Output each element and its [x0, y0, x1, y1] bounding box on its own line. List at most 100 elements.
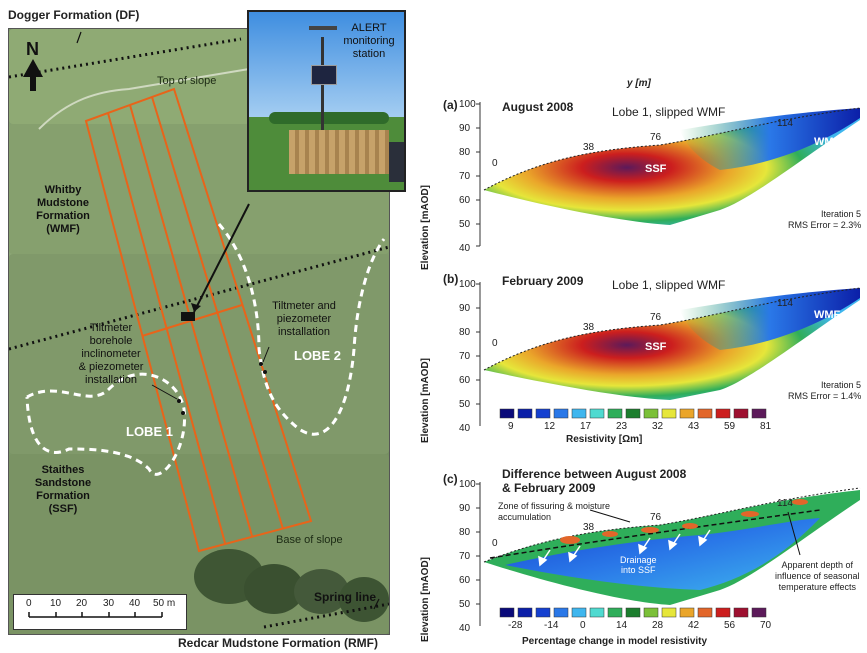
ert-survey-grid: [84, 87, 313, 553]
panel-b-rms: RMS Error = 1.4%: [788, 391, 862, 401]
elevation-tick-label: 60: [459, 575, 471, 586]
colorbar-cell: [643, 408, 659, 419]
colorbar-cell: [733, 607, 749, 618]
change-colorbar: [499, 607, 767, 618]
north-label: N: [26, 39, 39, 59]
colorbar-tick-label: 32: [652, 421, 664, 432]
panel-c-id: (c): [443, 472, 458, 486]
wmf-zone-b: [680, 288, 860, 350]
resistivity-label: Resistivity [Ωm]: [566, 434, 643, 445]
elevation-tick-label: 80: [459, 147, 471, 158]
colorbar-cell: [697, 607, 713, 618]
tree-canopy: [339, 577, 389, 622]
scale-bar: [28, 612, 163, 618]
panel-a-title: August 2008: [502, 100, 574, 114]
elevation-tick-label: 70: [459, 171, 471, 182]
ground-surface-a: [483, 107, 861, 191]
tilt-piezo-label: Tiltmeter and piezometer installation: [272, 300, 336, 338]
colorbar-cell: [535, 408, 551, 419]
colorbar-tick-label: 56: [724, 620, 736, 631]
panel-b-iteration: Iteration 5: [821, 380, 862, 390]
panel-a-wmf: WMF: [814, 136, 841, 148]
colorbar-tick-label: 28: [652, 620, 664, 631]
dogger-formation-label: Dogger Formation (DF): [8, 8, 140, 22]
elevation-tick-label: 80: [459, 527, 471, 538]
surface-distance-label: 0: [492, 538, 498, 549]
station-marker: [181, 312, 195, 321]
panel-c-zone-label: Zone of fissuring & moisture accumulatio…: [498, 501, 611, 522]
elevation-tick-label: 50: [459, 399, 471, 410]
colorbar-cell: [661, 408, 677, 419]
lobe1-label: LOBE 1: [126, 424, 173, 439]
depth-callout-line: [787, 511, 801, 556]
colorbar-tick-label: 81: [760, 421, 772, 432]
colorbar-cell: [625, 408, 641, 419]
instrument-dot: [259, 362, 263, 366]
ssf-label: Staithes Sandstone Formation (SSF): [34, 464, 92, 515]
scale-tick: 30: [103, 598, 115, 609]
seasonal-depth-line: [489, 509, 821, 559]
surface-distance-label: 76: [650, 312, 662, 323]
spring-line-boundary: [263, 602, 389, 629]
panel-c-title: Difference between August 2008 & Februar…: [502, 467, 687, 495]
panel-b-wmf: WMF: [814, 309, 841, 321]
elevation-label-b: Elevation [mAOD]: [420, 357, 431, 443]
colorbar-cell: [553, 408, 569, 419]
panel-b-id: (b): [443, 272, 459, 286]
lobe2-label: LOBE 2: [294, 348, 341, 363]
colorbar-tick-label: 14: [616, 620, 628, 631]
colorbar-cell: [499, 607, 515, 618]
anemometer: [309, 26, 337, 30]
instrument-dot: [177, 399, 181, 403]
colorbar-cell: [571, 408, 587, 419]
redcar-formation-label: Redcar Mudstone Formation (RMF): [178, 636, 378, 650]
colorbar-cell: [553, 607, 569, 618]
top-of-slope-line: [38, 68, 250, 130]
solar-panel: [311, 65, 337, 85]
colorbar-cell: [751, 408, 767, 419]
rmf-arrow: [373, 598, 380, 610]
ground-surface-c: [483, 487, 861, 563]
elevation-label-a: Elevation [mAOD]: [420, 184, 431, 270]
panel-a-iteration: Iteration 5: [821, 209, 862, 219]
station-photo: ALERT monitoring station: [247, 10, 406, 192]
elevation-tick-label: 100: [459, 279, 476, 290]
df-arrow: [76, 31, 82, 44]
panel-b-title: February 2009: [502, 274, 584, 288]
ert-grid-outline: [84, 87, 313, 553]
instrument-dot: [181, 411, 185, 415]
y-axis-title: y [m]: [627, 78, 651, 89]
colorbar-tick-label: 59: [724, 421, 736, 432]
panel-c-drainage: Drainage into SSF: [620, 555, 657, 575]
elevation-tick-label: 40: [459, 243, 471, 254]
tilt-borehole-label: Tiltmeter borehole inclinometer & piezom…: [78, 322, 144, 386]
pointer-head: [191, 303, 201, 312]
elevation-tick-label: 50: [459, 219, 471, 230]
change-label: Percentage change in model resistivity: [522, 636, 708, 647]
colorbar-tick-label: -28: [508, 620, 523, 631]
wmf-zone-a: [680, 108, 860, 170]
colorbar-cell: [517, 408, 533, 419]
map-overlay: [9, 31, 389, 629]
panel-c: [476, 482, 861, 626]
base-of-slope-label: Base of slope: [276, 534, 343, 546]
elevation-tick-label: 50: [459, 599, 471, 610]
surface-distance-label: 38: [583, 322, 595, 333]
colorbar-cell: [589, 607, 605, 618]
elevation-label-c: Elevation [mAOD]: [420, 556, 431, 642]
alert-station-label: ALERT monitoring station: [343, 22, 395, 60]
scale-tick: 10: [50, 598, 62, 609]
photo-fence: [289, 130, 389, 174]
colorbar-cell: [715, 408, 731, 419]
colorbar-cell: [661, 607, 677, 618]
panel-c-apparent-depth: Apparent depth of influence of seasonal …: [775, 560, 860, 592]
elevation-tick-label: 40: [459, 623, 471, 634]
scale-bar-box: 0 10 20 30 40 50 m: [13, 594, 187, 630]
panel-b: [476, 282, 861, 426]
surface-distance-label: 38: [583, 522, 595, 533]
panel-a-ssf: SSF: [645, 163, 667, 175]
colorbar-cell: [751, 607, 767, 618]
elevation-tick-label: 80: [459, 327, 471, 338]
drainage-arrows: [538, 529, 711, 567]
spring-line-label: Spring line: [314, 590, 377, 604]
